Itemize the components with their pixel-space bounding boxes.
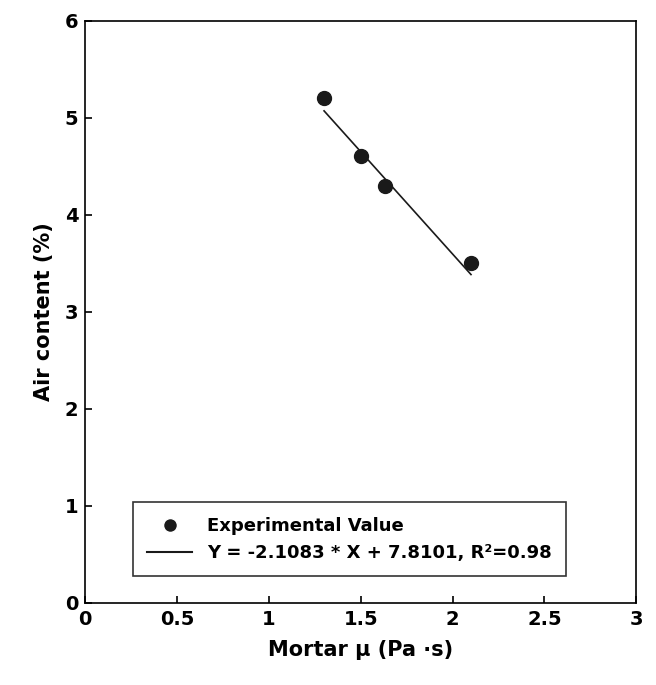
Point [466, 258, 476, 269]
Legend: Experimental Value, Y = -2.1083 * X + 7.8101, R²=0.98: Experimental Value, Y = -2.1083 * X + 7.… [133, 502, 566, 576]
X-axis label: Mortar μ (Pa ·s): Mortar μ (Pa ·s) [268, 640, 453, 660]
Y-axis label: Air content (%): Air content (%) [33, 223, 54, 401]
Point [356, 151, 366, 162]
Point [379, 180, 390, 191]
Point [319, 92, 329, 103]
